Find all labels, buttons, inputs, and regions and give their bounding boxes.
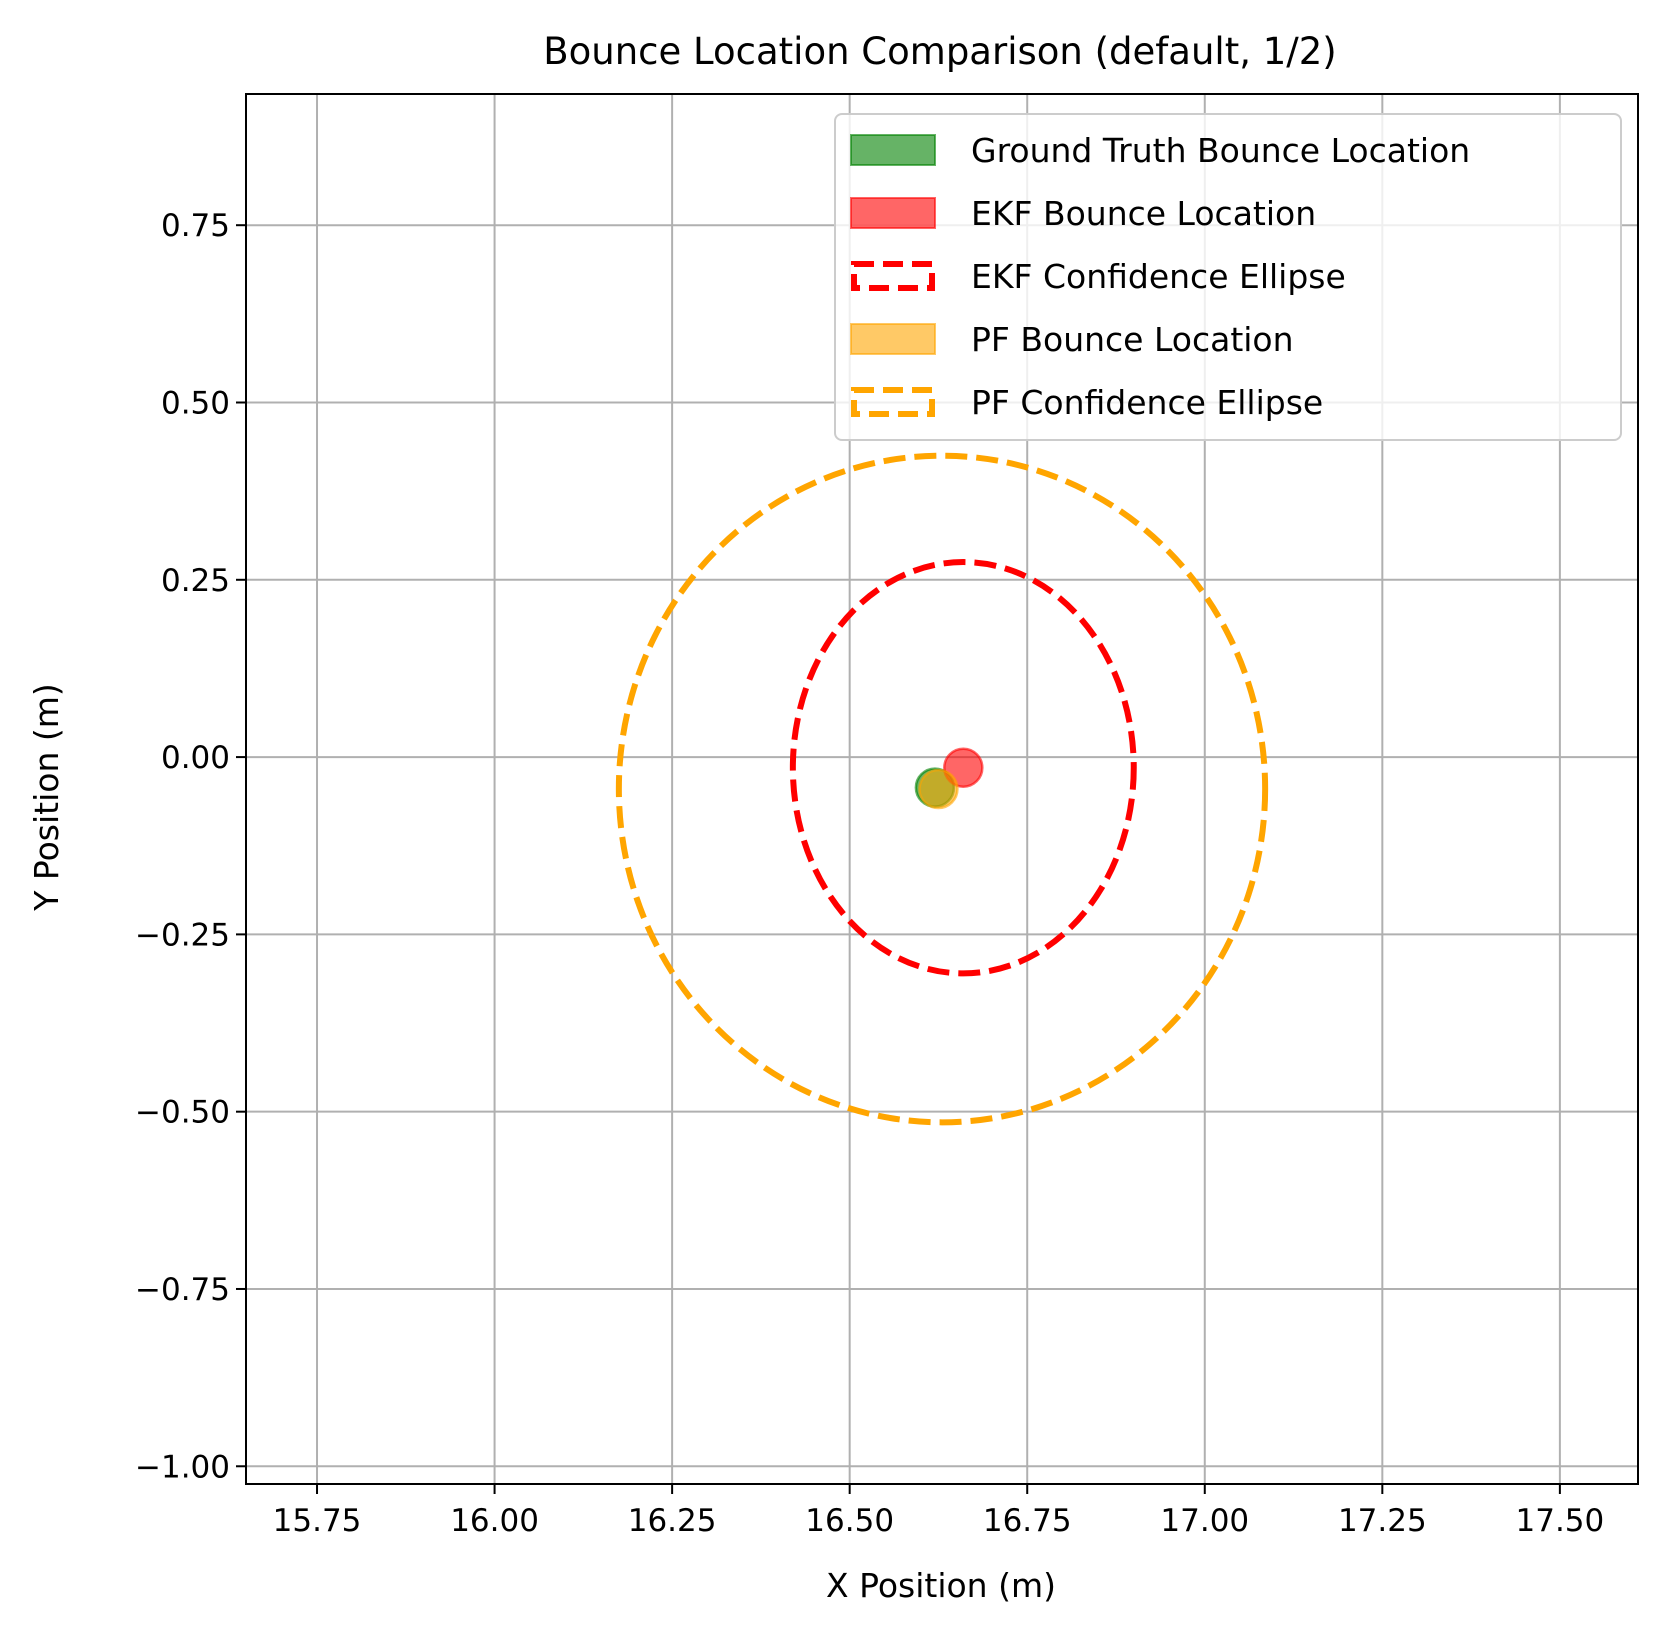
legend-dashed-patch bbox=[851, 387, 935, 417]
y-axis-label: Y Position (m) bbox=[27, 683, 66, 912]
legend-label: EKF Bounce Location bbox=[971, 194, 1316, 233]
legend-patch bbox=[850, 323, 936, 355]
y-tick-label: −0.50 bbox=[135, 1095, 230, 1131]
x-tick-label: 16.00 bbox=[450, 1503, 539, 1539]
x-tick-label: 16.75 bbox=[983, 1503, 1072, 1539]
legend-patch bbox=[850, 197, 936, 229]
y-tick-label: 0.50 bbox=[161, 385, 230, 421]
legend-box bbox=[834, 113, 1622, 441]
confidence-ellipse bbox=[789, 559, 1137, 977]
legend-dashed-patch bbox=[851, 261, 935, 291]
axes-frame bbox=[245, 93, 1639, 1485]
legend-label: PF Bounce Location bbox=[971, 320, 1294, 359]
y-tick-label: −0.75 bbox=[135, 1272, 230, 1308]
x-tick-label: 17.25 bbox=[1338, 1503, 1427, 1539]
x-tick-label: 16.25 bbox=[628, 1503, 717, 1539]
legend-label: EKF Confidence Ellipse bbox=[971, 257, 1346, 296]
legend-patch bbox=[850, 134, 936, 166]
x-tick-label: 17.00 bbox=[1160, 1503, 1249, 1539]
y-tick-label: 0.25 bbox=[161, 563, 230, 599]
bounce-point bbox=[918, 768, 959, 810]
x-tick-label: 16.50 bbox=[805, 1503, 894, 1539]
x-tick-label: 15.75 bbox=[273, 1503, 362, 1539]
confidence-ellipse bbox=[615, 452, 1269, 1126]
x-axis-label: X Position (m) bbox=[826, 1566, 1056, 1605]
x-tick-label: 17.50 bbox=[1516, 1503, 1605, 1539]
legend-label: Ground Truth Bounce Location bbox=[971, 131, 1470, 170]
legend-label: PF Confidence Ellipse bbox=[971, 383, 1323, 422]
legend: Ground Truth Bounce Location EKF Bounce L… bbox=[834, 113, 1622, 441]
y-tick-label: 0.00 bbox=[161, 740, 230, 776]
y-tick-label: −1.00 bbox=[135, 1449, 230, 1485]
y-tick-label: −0.25 bbox=[135, 917, 230, 953]
y-tick-label: 0.75 bbox=[161, 208, 230, 244]
chart-title: Bounce Location Comparison (default, 1/2… bbox=[543, 30, 1336, 73]
